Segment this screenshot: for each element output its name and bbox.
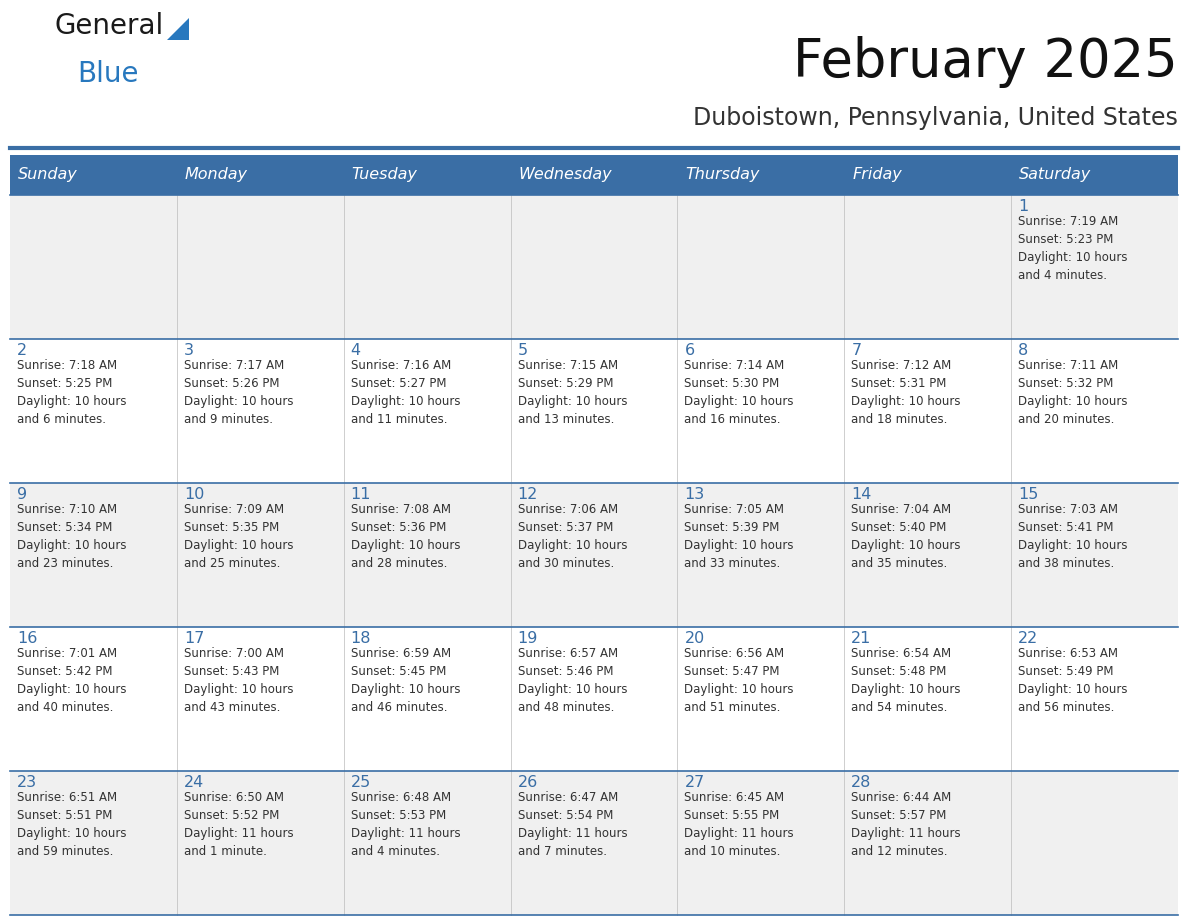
Text: 1: 1 bbox=[1018, 199, 1029, 214]
Text: Sunrise: 7:03 AM
Sunset: 5:41 PM
Daylight: 10 hours
and 38 minutes.: Sunrise: 7:03 AM Sunset: 5:41 PM Dayligh… bbox=[1018, 503, 1127, 570]
Text: Sunrise: 6:53 AM
Sunset: 5:49 PM
Daylight: 10 hours
and 56 minutes.: Sunrise: 6:53 AM Sunset: 5:49 PM Dayligh… bbox=[1018, 647, 1127, 714]
Text: Sunrise: 7:08 AM
Sunset: 5:36 PM
Daylight: 10 hours
and 28 minutes.: Sunrise: 7:08 AM Sunset: 5:36 PM Dayligh… bbox=[350, 503, 460, 570]
Text: 20: 20 bbox=[684, 631, 704, 646]
Text: 24: 24 bbox=[184, 775, 204, 790]
Bar bbox=[10, 771, 1178, 915]
Text: 10: 10 bbox=[184, 487, 204, 502]
Bar bbox=[10, 627, 1178, 771]
Text: 28: 28 bbox=[852, 775, 872, 790]
Text: 18: 18 bbox=[350, 631, 371, 646]
Text: Saturday: Saturday bbox=[1019, 167, 1092, 183]
Text: Sunrise: 7:00 AM
Sunset: 5:43 PM
Daylight: 10 hours
and 43 minutes.: Sunrise: 7:00 AM Sunset: 5:43 PM Dayligh… bbox=[184, 647, 293, 714]
Text: Sunrise: 6:57 AM
Sunset: 5:46 PM
Daylight: 10 hours
and 48 minutes.: Sunrise: 6:57 AM Sunset: 5:46 PM Dayligh… bbox=[518, 647, 627, 714]
Text: Sunrise: 6:47 AM
Sunset: 5:54 PM
Daylight: 11 hours
and 7 minutes.: Sunrise: 6:47 AM Sunset: 5:54 PM Dayligh… bbox=[518, 791, 627, 858]
Text: 11: 11 bbox=[350, 487, 371, 502]
Text: Sunrise: 7:16 AM
Sunset: 5:27 PM
Daylight: 10 hours
and 11 minutes.: Sunrise: 7:16 AM Sunset: 5:27 PM Dayligh… bbox=[350, 359, 460, 426]
Bar bbox=[511, 155, 677, 195]
Text: 27: 27 bbox=[684, 775, 704, 790]
Text: Sunrise: 7:04 AM
Sunset: 5:40 PM
Daylight: 10 hours
and 35 minutes.: Sunrise: 7:04 AM Sunset: 5:40 PM Dayligh… bbox=[852, 503, 961, 570]
Text: 2: 2 bbox=[17, 343, 27, 358]
Text: 13: 13 bbox=[684, 487, 704, 502]
Text: 14: 14 bbox=[852, 487, 872, 502]
Text: 16: 16 bbox=[17, 631, 37, 646]
Text: Sunrise: 7:18 AM
Sunset: 5:25 PM
Daylight: 10 hours
and 6 minutes.: Sunrise: 7:18 AM Sunset: 5:25 PM Dayligh… bbox=[17, 359, 126, 426]
Text: Sunrise: 7:05 AM
Sunset: 5:39 PM
Daylight: 10 hours
and 33 minutes.: Sunrise: 7:05 AM Sunset: 5:39 PM Dayligh… bbox=[684, 503, 794, 570]
Text: Sunrise: 7:12 AM
Sunset: 5:31 PM
Daylight: 10 hours
and 18 minutes.: Sunrise: 7:12 AM Sunset: 5:31 PM Dayligh… bbox=[852, 359, 961, 426]
Text: 6: 6 bbox=[684, 343, 695, 358]
Bar bbox=[677, 155, 845, 195]
Text: 17: 17 bbox=[184, 631, 204, 646]
Text: Sunrise: 6:50 AM
Sunset: 5:52 PM
Daylight: 11 hours
and 1 minute.: Sunrise: 6:50 AM Sunset: 5:52 PM Dayligh… bbox=[184, 791, 293, 858]
Text: 3: 3 bbox=[184, 343, 194, 358]
Text: Sunrise: 6:45 AM
Sunset: 5:55 PM
Daylight: 11 hours
and 10 minutes.: Sunrise: 6:45 AM Sunset: 5:55 PM Dayligh… bbox=[684, 791, 794, 858]
Text: 26: 26 bbox=[518, 775, 538, 790]
Text: Sunrise: 7:01 AM
Sunset: 5:42 PM
Daylight: 10 hours
and 40 minutes.: Sunrise: 7:01 AM Sunset: 5:42 PM Dayligh… bbox=[17, 647, 126, 714]
Text: Wednesday: Wednesday bbox=[519, 167, 612, 183]
Text: Sunrise: 6:51 AM
Sunset: 5:51 PM
Daylight: 10 hours
and 59 minutes.: Sunrise: 6:51 AM Sunset: 5:51 PM Dayligh… bbox=[17, 791, 126, 858]
Text: Sunrise: 7:10 AM
Sunset: 5:34 PM
Daylight: 10 hours
and 23 minutes.: Sunrise: 7:10 AM Sunset: 5:34 PM Dayligh… bbox=[17, 503, 126, 570]
Text: Friday: Friday bbox=[852, 167, 902, 183]
Text: 12: 12 bbox=[518, 487, 538, 502]
Text: Sunrise: 6:56 AM
Sunset: 5:47 PM
Daylight: 10 hours
and 51 minutes.: Sunrise: 6:56 AM Sunset: 5:47 PM Dayligh… bbox=[684, 647, 794, 714]
Text: 9: 9 bbox=[17, 487, 27, 502]
Text: Sunrise: 7:15 AM
Sunset: 5:29 PM
Daylight: 10 hours
and 13 minutes.: Sunrise: 7:15 AM Sunset: 5:29 PM Dayligh… bbox=[518, 359, 627, 426]
Text: Sunrise: 7:14 AM
Sunset: 5:30 PM
Daylight: 10 hours
and 16 minutes.: Sunrise: 7:14 AM Sunset: 5:30 PM Dayligh… bbox=[684, 359, 794, 426]
Text: Sunrise: 6:44 AM
Sunset: 5:57 PM
Daylight: 11 hours
and 12 minutes.: Sunrise: 6:44 AM Sunset: 5:57 PM Dayligh… bbox=[852, 791, 961, 858]
Bar bbox=[10, 195, 1178, 339]
Text: 8: 8 bbox=[1018, 343, 1029, 358]
Text: Sunrise: 7:19 AM
Sunset: 5:23 PM
Daylight: 10 hours
and 4 minutes.: Sunrise: 7:19 AM Sunset: 5:23 PM Dayligh… bbox=[1018, 215, 1127, 282]
Bar bbox=[343, 155, 511, 195]
Text: 25: 25 bbox=[350, 775, 371, 790]
Text: 19: 19 bbox=[518, 631, 538, 646]
Text: 4: 4 bbox=[350, 343, 361, 358]
Bar bbox=[10, 339, 1178, 483]
Text: Sunrise: 7:06 AM
Sunset: 5:37 PM
Daylight: 10 hours
and 30 minutes.: Sunrise: 7:06 AM Sunset: 5:37 PM Dayligh… bbox=[518, 503, 627, 570]
Text: 5: 5 bbox=[518, 343, 527, 358]
Text: 21: 21 bbox=[852, 631, 872, 646]
Bar bbox=[10, 483, 1178, 627]
Text: 15: 15 bbox=[1018, 487, 1038, 502]
Text: Sunrise: 7:17 AM
Sunset: 5:26 PM
Daylight: 10 hours
and 9 minutes.: Sunrise: 7:17 AM Sunset: 5:26 PM Dayligh… bbox=[184, 359, 293, 426]
Bar bbox=[845, 155, 1011, 195]
Text: Sunday: Sunday bbox=[18, 167, 77, 183]
Text: 23: 23 bbox=[17, 775, 37, 790]
Bar bbox=[177, 155, 343, 195]
Text: 22: 22 bbox=[1018, 631, 1038, 646]
Bar bbox=[1011, 155, 1178, 195]
Text: Duboistown, Pennsylvania, United States: Duboistown, Pennsylvania, United States bbox=[693, 106, 1178, 130]
Text: Thursday: Thursday bbox=[685, 167, 760, 183]
Text: Tuesday: Tuesday bbox=[352, 167, 418, 183]
Text: 7: 7 bbox=[852, 343, 861, 358]
Text: General: General bbox=[55, 12, 164, 40]
Text: Sunrise: 6:54 AM
Sunset: 5:48 PM
Daylight: 10 hours
and 54 minutes.: Sunrise: 6:54 AM Sunset: 5:48 PM Dayligh… bbox=[852, 647, 961, 714]
Text: Sunrise: 6:48 AM
Sunset: 5:53 PM
Daylight: 11 hours
and 4 minutes.: Sunrise: 6:48 AM Sunset: 5:53 PM Dayligh… bbox=[350, 791, 460, 858]
Text: Blue: Blue bbox=[77, 60, 139, 88]
Text: February 2025: February 2025 bbox=[794, 36, 1178, 88]
Text: Sunrise: 7:09 AM
Sunset: 5:35 PM
Daylight: 10 hours
and 25 minutes.: Sunrise: 7:09 AM Sunset: 5:35 PM Dayligh… bbox=[184, 503, 293, 570]
Text: Sunrise: 6:59 AM
Sunset: 5:45 PM
Daylight: 10 hours
and 46 minutes.: Sunrise: 6:59 AM Sunset: 5:45 PM Dayligh… bbox=[350, 647, 460, 714]
Bar bbox=[10, 155, 177, 195]
Text: Monday: Monday bbox=[185, 167, 248, 183]
Polygon shape bbox=[168, 18, 189, 40]
Text: Sunrise: 7:11 AM
Sunset: 5:32 PM
Daylight: 10 hours
and 20 minutes.: Sunrise: 7:11 AM Sunset: 5:32 PM Dayligh… bbox=[1018, 359, 1127, 426]
